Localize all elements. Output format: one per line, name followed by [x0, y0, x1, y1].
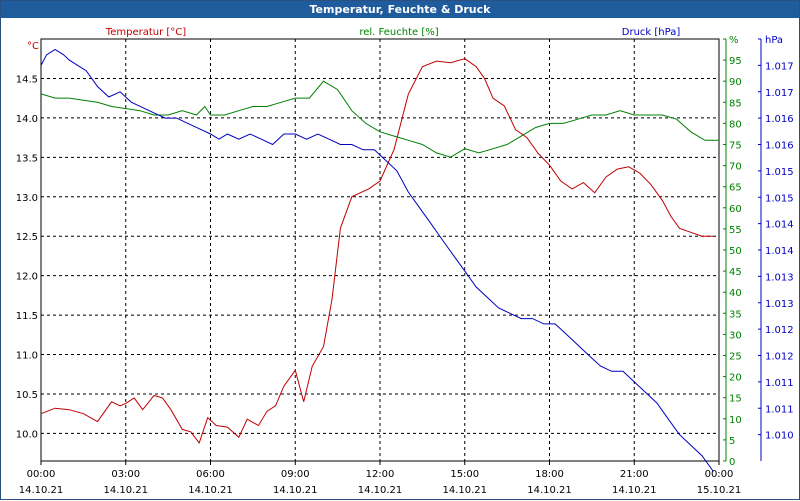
x-tick-label-date: 15.10.21 [697, 485, 742, 496]
y-tick-label-humidity: 90 [729, 77, 742, 88]
x-tick-label-time: 18:00 [535, 469, 564, 480]
y-tick-label-temperature: 14.0 [16, 114, 38, 125]
y-tick-label-pressure: 1.014 [765, 246, 794, 257]
y-tick-label-pressure: 1.015 [765, 167, 794, 178]
y-tick-label-humidity: 45 [729, 267, 742, 278]
temperature-series-line [40, 58, 714, 444]
window-title: Temperatur, Feuchte & Druck [1, 1, 799, 18]
y-tick-label-pressure: hPa [765, 35, 783, 46]
temperature-axis-title: Temperatur [°C] [105, 27, 186, 38]
y-tick-label-pressure: 1.016 [765, 141, 794, 152]
y-tick-label-humidity: 65 [729, 183, 742, 194]
pressure-series-line [40, 48, 714, 472]
y-tick-label-humidity: 30 [729, 330, 742, 341]
y-tick-label-temperature: 12.0 [16, 272, 38, 283]
y-tick-label-humidity: 40 [729, 288, 742, 299]
temperature-unit-label: °C [27, 41, 39, 52]
x-tick-label-date: 14.10.21 [612, 485, 657, 496]
y-tick-label-temperature: 10.5 [16, 390, 38, 401]
x-tick-label-date: 14.10.21 [19, 485, 64, 496]
x-tick-label-date: 14.10.21 [273, 485, 318, 496]
y-tick-label-humidity: 50 [729, 246, 742, 257]
x-tick-label-time: 21:00 [620, 469, 649, 480]
y-tick-label-humidity: 60 [729, 204, 742, 215]
y-tick-label-pressure: 1.011 [765, 378, 794, 389]
y-tick-label-temperature: 13.5 [16, 153, 38, 164]
x-tick-label-time: 06:00 [196, 469, 225, 480]
y-tick-label-pressure: 1.015 [765, 193, 794, 204]
y-tick-label-pressure: 1.012 [765, 325, 794, 336]
y-tick-label-pressure: 1.010 [765, 431, 794, 442]
x-tick-label-time: 15:00 [450, 469, 479, 480]
y-tick-label-pressure: 1.017 [765, 61, 794, 72]
y-tick-label-humidity: 20 [729, 373, 742, 384]
y-tick-label-humidity: 25 [729, 352, 742, 363]
x-tick-label-date: 14.10.21 [442, 485, 487, 496]
x-tick-label-date: 14.10.21 [103, 485, 148, 496]
y-tick-label-temperature: 12.5 [16, 232, 38, 243]
x-tick-label-date: 14.10.21 [527, 485, 572, 496]
x-tick-label-time: 00:00 [27, 469, 56, 480]
y-tick-label-pressure: 1.013 [765, 272, 794, 283]
pressure-axis-title: Druck [hPa] [622, 27, 681, 38]
y-tick-label-humidity: 80 [729, 119, 742, 130]
y-tick-label-humidity: 35 [729, 309, 742, 320]
y-tick-label-pressure: 1.013 [765, 299, 794, 310]
y-tick-label-humidity: 75 [729, 141, 742, 152]
y-tick-label-pressure: 1.012 [765, 352, 794, 363]
x-tick-label-time: 12:00 [366, 469, 395, 480]
x-tick-label-date: 14.10.21 [358, 485, 403, 496]
x-tick-label-time: 00:00 [705, 469, 734, 480]
y-tick-label-pressure: 1.016 [765, 114, 794, 125]
y-tick-label-humidity: 5 [729, 436, 735, 447]
y-tick-label-temperature: 13.0 [16, 193, 38, 204]
y-tick-label-pressure: 1.011 [765, 404, 794, 415]
y-tick-label-humidity: 0 [729, 457, 735, 468]
y-tick-label-humidity: 15 [729, 394, 742, 405]
y-tick-label-humidity: 95 [729, 56, 742, 67]
y-tick-label-humidity: 70 [729, 162, 742, 173]
y-tick-label-pressure: 1.017 [765, 88, 794, 99]
y-tick-label-temperature: 14.5 [16, 74, 38, 85]
x-tick-label-date: 14.10.21 [188, 485, 233, 496]
humidity-series-line [40, 80, 719, 158]
x-tick-label-time: 09:00 [281, 469, 310, 480]
y-tick-label-temperature: 11.0 [16, 351, 38, 362]
y-tick-label-humidity: % [729, 35, 739, 46]
humidity-axis-title: rel. Feuchte [%] [359, 27, 438, 38]
x-tick-label-time: 03:00 [111, 469, 140, 480]
y-tick-label-humidity: 55 [729, 225, 742, 236]
y-tick-label-pressure: 1.014 [765, 220, 794, 231]
y-tick-label-humidity: 85 [729, 98, 742, 109]
y-tick-label-temperature: 10.0 [16, 429, 38, 440]
y-tick-label-temperature: 11.5 [16, 311, 38, 322]
y-tick-label-humidity: 10 [729, 415, 742, 426]
